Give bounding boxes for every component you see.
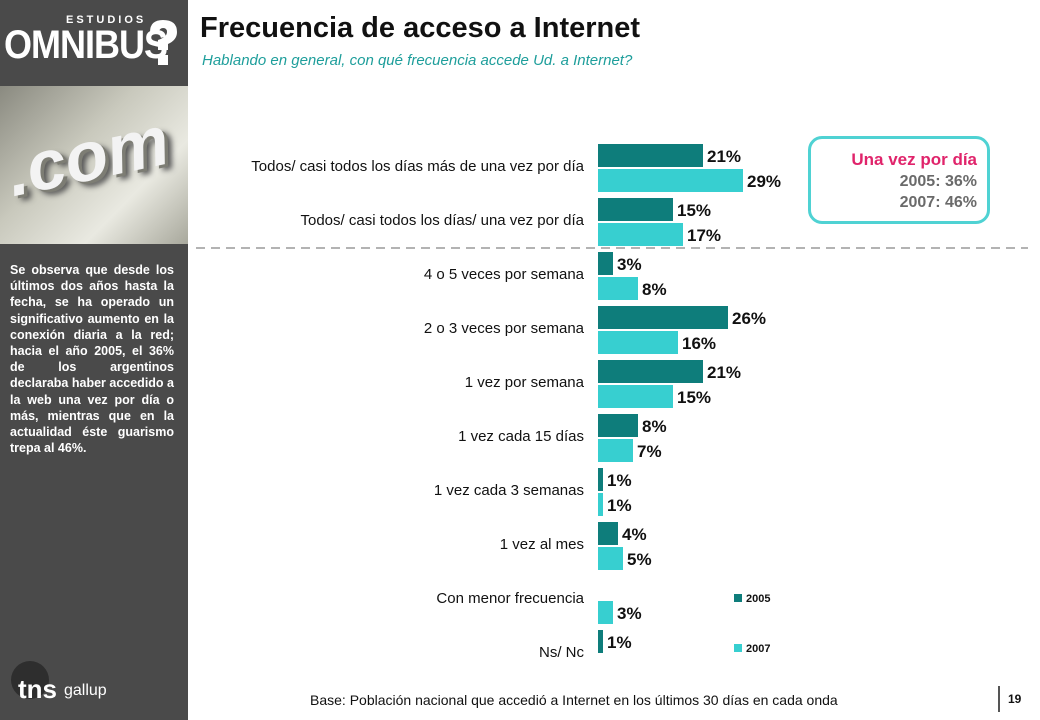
bar-2005-todos-casi-todos-los-dias-mas-de-una-vez-por-dia xyxy=(598,144,703,167)
category-label-2-o-3-veces-por-semana: 2 o 3 veces por semana xyxy=(424,320,585,337)
bar-2005-1-vez-cada-15-dias xyxy=(598,414,638,437)
brand-main-text: OMNIBUS xyxy=(4,21,168,67)
bar-2005-todos-casi-todos-los-dias-una-vez-por-dia xyxy=(598,198,673,221)
tns-text: tns xyxy=(18,674,57,704)
bar-2007-1-vez-por-semana xyxy=(598,385,673,408)
bar-2005-1-vez-por-semana xyxy=(598,360,703,383)
category-label-1-vez-cada-3-semanas: 1 vez cada 3 semanas xyxy=(434,482,584,499)
value-label-2007-con-menor-frecuencia: 3% xyxy=(617,604,642,623)
legend-label-2005: 2005 xyxy=(746,593,770,605)
category-label-ns-nc: Ns/ Nc xyxy=(539,644,585,661)
bar-2007-1-vez-al-mes xyxy=(598,547,623,570)
bar-2007-1-vez-cada-15-dias xyxy=(598,439,633,462)
value-label-2005-todos-casi-todos-los-dias-una-vez-por-dia: 15% xyxy=(677,201,711,220)
bar-2005-ns-nc xyxy=(598,630,603,653)
chart-legend: 2005 2007 xyxy=(734,593,770,655)
brand-top-text: ESTUDIOS xyxy=(66,14,147,26)
value-label-2005-todos-casi-todos-los-dias-mas-de-una-vez-por-dia: 21% xyxy=(707,147,741,166)
question-mark-icon xyxy=(150,20,177,65)
value-label-2007-1-vez-cada-15-dias: 7% xyxy=(637,442,662,461)
callout-2007: 2007: 46% xyxy=(899,194,977,211)
value-label-2005-4-o-5-veces-por-semana: 3% xyxy=(617,255,642,274)
category-label-1-vez-por-semana: 1 vez por semana xyxy=(465,374,585,391)
callout-2005: 2005: 36% xyxy=(899,173,977,190)
bar-2005-2-o-3-veces-por-semana xyxy=(598,306,728,329)
bar-2007-todos-casi-todos-los-dias-una-vez-por-dia xyxy=(598,223,683,246)
category-label-1-vez-cada-15-dias: 1 vez cada 15 días xyxy=(458,428,584,445)
footer-base-note: Base: Población nacional que accedió a I… xyxy=(310,692,838,708)
value-label-2005-2-o-3-veces-por-semana: 26% xyxy=(732,309,766,328)
value-label-2007-1-vez-cada-3-semanas: 1% xyxy=(607,496,632,515)
value-label-2007-1-vez-al-mes: 5% xyxy=(627,550,652,569)
tns-circle-icon xyxy=(11,661,49,699)
category-label-todos-casi-todos-los-dias-una-vez-por-dia: Todos/ casi todos los días/ una vez por … xyxy=(301,212,585,229)
bar-2007-1-vez-cada-3-semanas xyxy=(598,493,603,516)
bar-2007-con-menor-frecuencia xyxy=(598,601,613,624)
bar-2005-1-vez-cada-3-semanas xyxy=(598,468,603,491)
page-subtitle: Hablando en general, con qué frecuencia … xyxy=(202,52,633,69)
page-title: Frecuencia de acceso a Internet xyxy=(200,12,641,44)
value-label-2005-1-vez-cada-3-semanas: 1% xyxy=(607,471,632,490)
page-number-divider xyxy=(998,686,1000,712)
page-number: 19 xyxy=(1008,692,1022,706)
gallup-text: gallup xyxy=(64,682,107,699)
chart-marks: Todos/ casi todos los días más de una ve… xyxy=(251,144,781,661)
legend-swatch-2007 xyxy=(734,644,742,652)
bar-2005-1-vez-al-mes xyxy=(598,522,618,545)
value-label-2005-ns-nc: 1% xyxy=(607,633,632,652)
daily-access-callout: Una vez por día 2005: 36% 2007: 46% xyxy=(808,136,990,224)
value-label-2007-2-o-3-veces-por-semana: 16% xyxy=(682,334,716,353)
category-label-todos-casi-todos-los-dias-mas-de-una-vez-por-dia: Todos/ casi todos los días más de una ve… xyxy=(251,158,584,175)
value-label-2007-todos-casi-todos-los-dias-mas-de-una-vez-por-dia: 29% xyxy=(747,172,781,191)
category-label-1-vez-al-mes: 1 vez al mes xyxy=(500,536,584,553)
value-label-2007-todos-casi-todos-los-dias-una-vez-por-dia: 17% xyxy=(687,226,721,245)
value-label-2007-1-vez-por-semana: 15% xyxy=(677,388,711,407)
value-label-2005-1-vez-cada-15-dias: 8% xyxy=(642,417,667,436)
category-label-con-menor-frecuencia: Con menor frecuencia xyxy=(436,590,584,607)
dotcom-photo: .com xyxy=(0,86,188,244)
bar-2005-4-o-5-veces-por-semana xyxy=(598,252,613,275)
bar-2007-todos-casi-todos-los-dias-mas-de-una-vez-por-dia xyxy=(598,169,743,192)
omnibus-logo: ESTUDIOS OMNIBUS xyxy=(0,0,188,84)
value-label-2007-4-o-5-veces-por-semana: 8% xyxy=(642,280,667,299)
tns-gallup-logo: tns gallup xyxy=(10,660,130,710)
bar-2007-2-o-3-veces-por-semana xyxy=(598,331,678,354)
side-note: Se observa que desde los últimos dos año… xyxy=(10,263,174,456)
legend-swatch-2005 xyxy=(734,594,742,602)
photo-label: .com xyxy=(0,100,176,212)
value-label-2005-1-vez-por-semana: 21% xyxy=(707,363,741,382)
frequency-bar-chart: Todos/ casi todos los días más de una ve… xyxy=(196,144,1028,661)
category-label-4-o-5-veces-por-semana: 4 o 5 veces por semana xyxy=(424,266,585,283)
legend-label-2007: 2007 xyxy=(746,643,770,655)
callout-title: Una vez por día xyxy=(851,150,977,169)
value-label-2005-1-vez-al-mes: 4% xyxy=(622,525,647,544)
bar-2007-4-o-5-veces-por-semana xyxy=(598,277,638,300)
sidebar: ESTUDIOS OMNIBUS .com Se observa que des… xyxy=(0,0,188,720)
